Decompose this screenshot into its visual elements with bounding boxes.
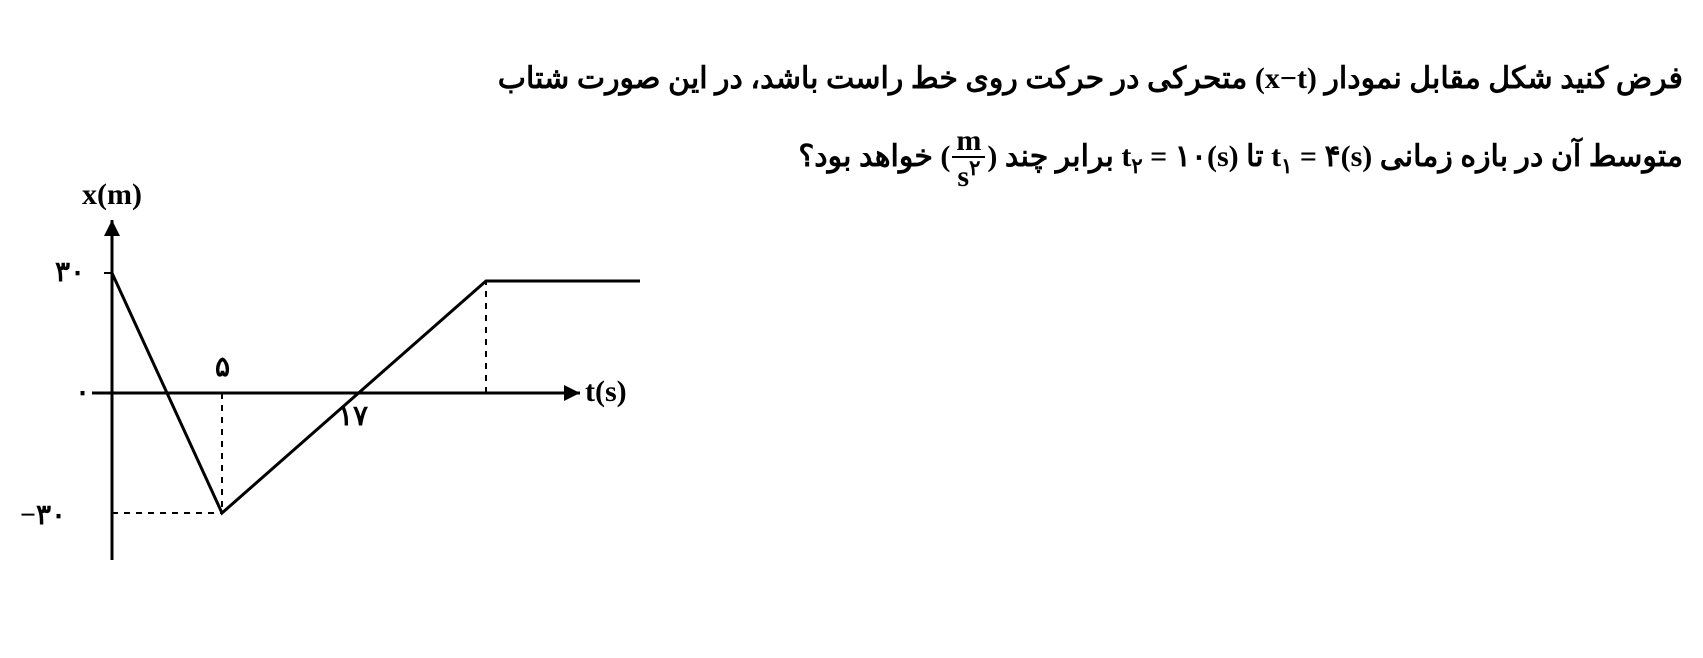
q-graph-notation: (x−t) (1255, 40, 1317, 118)
q-t2: t۲ = ۱۰(s) (1121, 118, 1238, 196)
y-tick-neg30: −۳۰ (20, 498, 66, 532)
q-line1-p2: متحرکی در حرکت روی خط راست باشد، در این … (498, 62, 1255, 95)
q-line2-p4: خواهد بود؟ (798, 140, 940, 173)
q-unit: (ms۲) (940, 118, 997, 196)
x-axis-label: t(s) (585, 375, 627, 409)
y-tick-30: ۳۰ (55, 255, 85, 289)
q-line1-p1: فرض کنید شکل مقابل نمودار (1317, 62, 1683, 95)
q-t1: t۱ = ۴(s) (1271, 118, 1372, 196)
graph-svg (20, 180, 640, 620)
x-tick-5: ۵ (215, 350, 230, 384)
x-tick-17: ۱۷ (338, 399, 368, 433)
q-line2-p3: برابر چند (997, 140, 1121, 173)
q-line2-p2: تا (1239, 140, 1272, 173)
graph-container: x(m) t(s) ۳۰ ۰ −۳۰ ۵ ۱۷ (20, 180, 640, 620)
q-line2-p1: متوسط آن در بازه زمانی (1372, 140, 1683, 173)
y-tick-0: ۰ (75, 375, 90, 409)
question-text: فرض کنید شکل مقابل نمودار (x−t) متحرکی د… (20, 40, 1683, 196)
y-axis-label: x(m) (82, 178, 142, 212)
